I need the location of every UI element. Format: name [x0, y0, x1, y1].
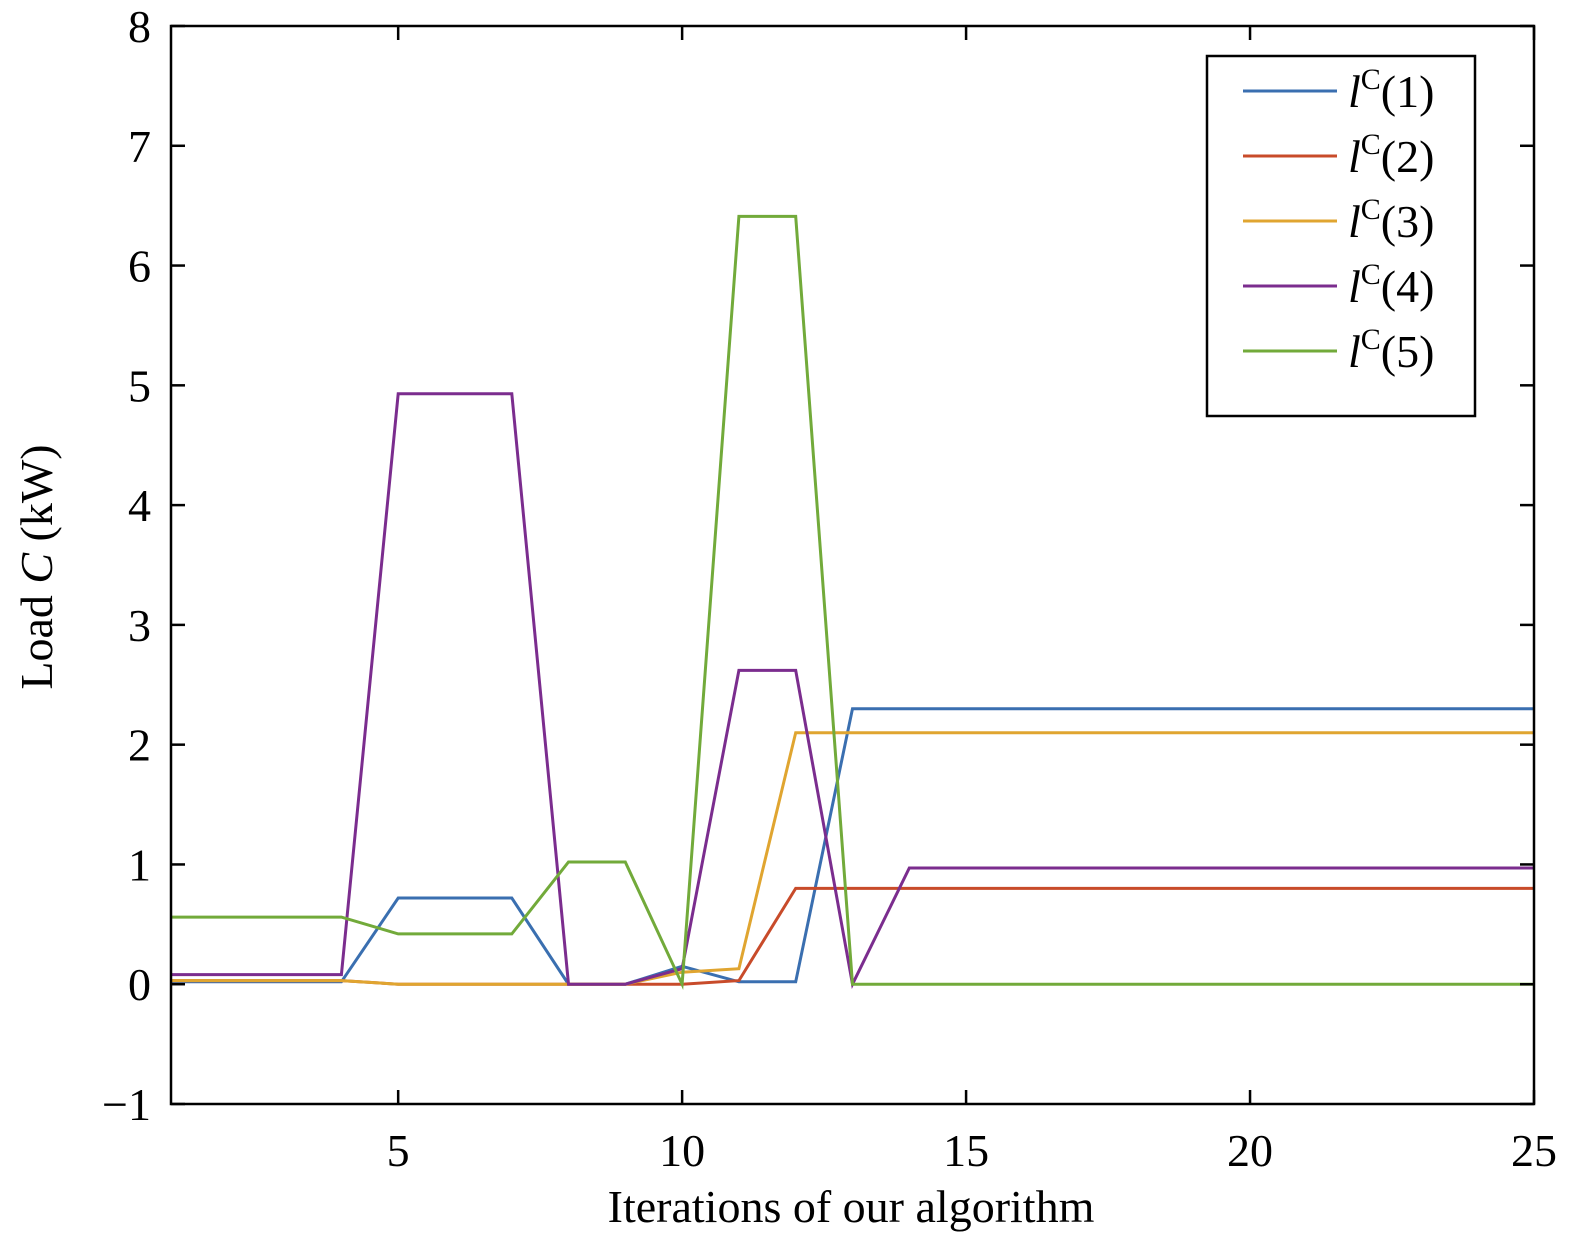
legend-label-arg: (1) [1381, 66, 1435, 117]
y-tick-label: 2 [128, 720, 151, 771]
legend-label-4: lC(4) [1348, 258, 1434, 312]
x-tick-label: 10 [659, 1125, 705, 1176]
y-tick-label: 3 [128, 600, 151, 651]
x-axis-label: Iterations of our algorithm [608, 1181, 1095, 1232]
legend-label-sup: C [1361, 128, 1381, 161]
legend-label-arg: (2) [1381, 131, 1435, 182]
y-tick-label: 8 [128, 1, 151, 52]
x-tick-label: 5 [387, 1125, 410, 1176]
legend-label-sup: C [1361, 258, 1381, 291]
ticks-layer: 5 10 15 20 25 −1 0 1 2 3 4 5 6 7 8 [102, 1, 1557, 1176]
series-layer [171, 214, 1534, 991]
y-axis-label-prefix: Load [11, 584, 62, 690]
y-axis-label-suffix: (kW) [11, 444, 62, 553]
series-line-3 [171, 731, 1534, 986]
y-axis-label: Load C (kW) [11, 444, 62, 689]
legend-label-1: lC(1) [1348, 63, 1434, 117]
legend-label-var: l [1348, 261, 1361, 312]
legend-label-2: lC(2) [1348, 128, 1434, 182]
y-tick-label: 4 [128, 480, 151, 531]
legend-box [1205, 54, 1477, 418]
legend: lC(1)lC(2)lC(3)lC(4)lC(5) [1205, 54, 1477, 418]
legend-label-arg: (3) [1381, 196, 1435, 247]
plot-frame [169, 24, 1536, 1106]
y-tick-label: 5 [128, 360, 151, 411]
legend-label-5: lC(5) [1348, 323, 1434, 377]
series-line-5 [171, 214, 1534, 991]
x-tick-label: 15 [943, 1125, 989, 1176]
legend-label-arg: (5) [1381, 326, 1435, 377]
x-tick-label: 25 [1511, 1125, 1557, 1176]
legend-label-sup: C [1361, 193, 1381, 226]
legend-label-3: lC(3) [1348, 193, 1434, 247]
y-tick-label: −1 [102, 1079, 151, 1130]
y-tick-label: 6 [128, 241, 151, 292]
legend-label-var: l [1348, 131, 1361, 182]
legend-label-var: l [1348, 326, 1361, 377]
y-tick-label: 1 [128, 839, 151, 890]
series-line-1 [171, 707, 1534, 986]
y-axis-label-var: C [11, 552, 62, 584]
legend-label-sup: C [1361, 63, 1381, 96]
x-tick-label: 20 [1227, 1125, 1273, 1176]
y-tick-label: 0 [128, 959, 151, 1010]
legend-label-var: l [1348, 196, 1361, 247]
legend-label-sup: C [1361, 323, 1381, 356]
legend-label-arg: (4) [1381, 261, 1435, 312]
legend-label-var: l [1348, 66, 1361, 117]
series-line-4 [171, 392, 1534, 989]
y-tick-label: 7 [128, 121, 151, 172]
